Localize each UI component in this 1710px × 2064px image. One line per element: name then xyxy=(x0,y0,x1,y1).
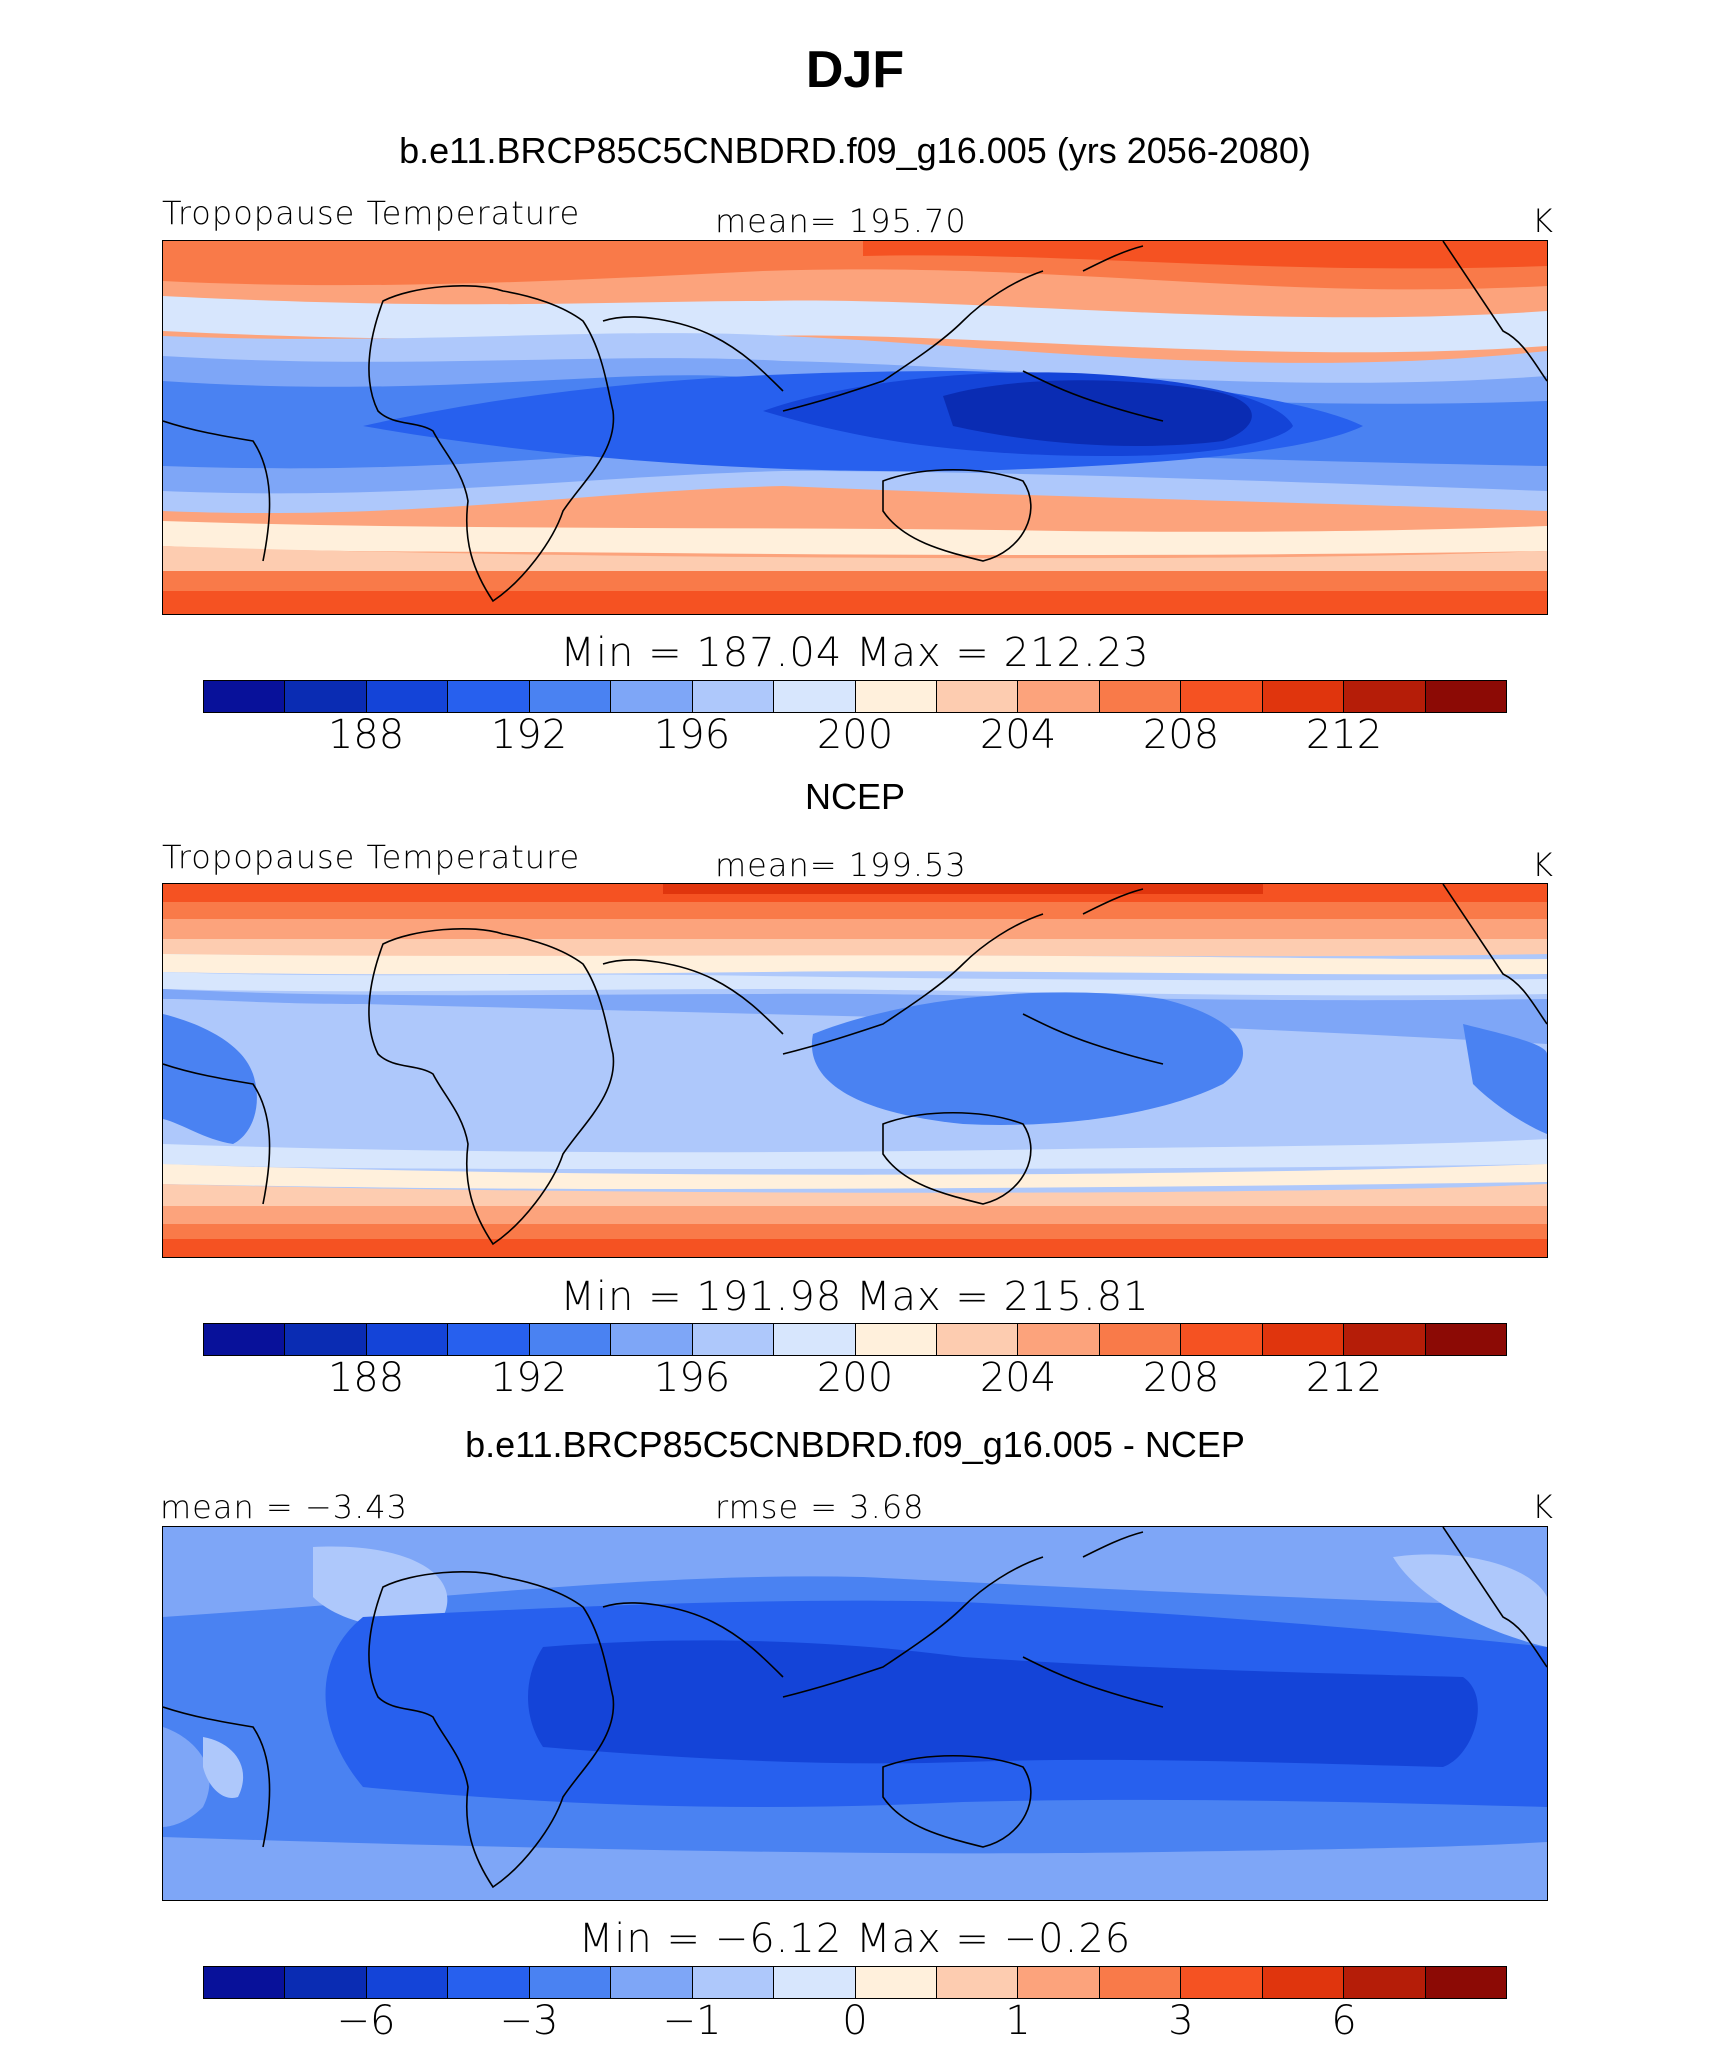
panel-2-tick: 212 xyxy=(1305,1355,1383,1401)
colorbar-swatch xyxy=(1018,681,1100,712)
panel-2-colorbar xyxy=(203,1323,1507,1356)
panel-1-tick: 188 xyxy=(327,712,405,758)
colorbar-swatch xyxy=(1425,1324,1506,1355)
colorbar-swatch xyxy=(611,681,693,712)
panel-1-min-max: Min = 187.04 Max = 212.23 xyxy=(560,630,1150,676)
colorbar-swatch xyxy=(1262,1967,1345,1998)
colorbar-swatch xyxy=(936,1324,1019,1355)
panel-3-title: b.e11.BRCP85C5CNBDRD.f09_g16.005 - NCEP xyxy=(465,1424,1245,1465)
colorbar-swatch xyxy=(1018,1324,1100,1355)
panel-2-title: NCEP xyxy=(804,776,906,817)
panel-1-colorbar xyxy=(203,680,1507,713)
panel-3-tick: −1 xyxy=(662,1998,722,2044)
panel-1-tick: 200 xyxy=(816,712,894,758)
colorbar-swatch xyxy=(855,1967,937,1998)
colorbar-swatch xyxy=(366,1324,449,1355)
panel-1-map-canvas xyxy=(163,241,1547,614)
panel-3-mean-label: mean = −3.43 xyxy=(160,1488,408,1526)
panel-2-map-canvas xyxy=(163,884,1547,1257)
panel-2-tick: 188 xyxy=(327,1355,405,1401)
panel-3-tick: 3 xyxy=(1168,1998,1194,2044)
colorbar-swatch xyxy=(692,681,775,712)
colorbar-swatch xyxy=(1262,1324,1345,1355)
panel-2-variable-label: Tropopause Temperature xyxy=(162,838,581,876)
panel-2-map xyxy=(162,883,1548,1258)
colorbar-swatch xyxy=(529,1967,612,1998)
panel-3-min-max: Min = −6.12 Max = −0.26 xyxy=(578,1916,1132,1962)
colorbar-swatch xyxy=(1099,1324,1182,1355)
panel-1-variable-label: Tropopause Temperature xyxy=(162,194,581,232)
panel-2-units-label: K xyxy=(1532,846,1554,884)
panel-3-rmse-label: rmse = 3.68 xyxy=(715,1488,925,1526)
colorbar-swatch xyxy=(1181,1324,1263,1355)
colorbar-swatch xyxy=(855,681,937,712)
colorbar-swatch xyxy=(1344,1967,1426,1998)
panel-1-tick: 204 xyxy=(979,712,1057,758)
panel-1-title: b.e11.BRCP85C5CNBDRD.f09_g16.005 (yrs 20… xyxy=(399,130,1311,171)
panel-3-tick: −6 xyxy=(336,1998,396,2044)
panel-1-mean-label: mean= 195.70 xyxy=(715,202,967,240)
colorbar-swatch xyxy=(692,1967,775,1998)
colorbar-swatch xyxy=(1344,1324,1426,1355)
colorbar-swatch xyxy=(448,681,530,712)
colorbar-swatch xyxy=(611,1967,693,1998)
panel-1-tick: 208 xyxy=(1142,712,1220,758)
colorbar-swatch xyxy=(448,1324,530,1355)
colorbar-swatch xyxy=(1018,1967,1100,1998)
colorbar-swatch xyxy=(774,681,856,712)
colorbar-swatch xyxy=(1262,681,1345,712)
colorbar-swatch xyxy=(774,1967,856,1998)
colorbar-swatch xyxy=(1425,681,1506,712)
panel-2-tick: 204 xyxy=(979,1355,1057,1401)
colorbar-swatch xyxy=(1425,1967,1506,1998)
colorbar-swatch xyxy=(285,1324,367,1355)
colorbar-swatch xyxy=(204,1967,286,1998)
colorbar-swatch xyxy=(529,681,612,712)
panel-1-units-label: K xyxy=(1532,202,1554,240)
colorbar-swatch xyxy=(692,1324,775,1355)
panel-2-tick: 196 xyxy=(653,1355,731,1401)
colorbar-swatch xyxy=(855,1324,937,1355)
colorbar-swatch xyxy=(204,681,286,712)
colorbar-swatch xyxy=(1181,681,1263,712)
colorbar-swatch xyxy=(1099,1967,1182,1998)
panel-3-tick: 1 xyxy=(1005,1998,1031,2044)
panel-2-tick: 192 xyxy=(490,1355,568,1401)
panel-3-colorbar xyxy=(203,1966,1507,1999)
panel-2-min-max: Min = 191.98 Max = 215.81 xyxy=(560,1274,1150,1320)
panel-2-tick: 200 xyxy=(816,1355,894,1401)
panel-3-tick: −3 xyxy=(499,1998,559,2044)
colorbar-swatch xyxy=(1181,1967,1263,1998)
colorbar-swatch xyxy=(204,1324,286,1355)
panel-2-mean-label: mean= 199.53 xyxy=(715,846,967,884)
colorbar-swatch xyxy=(1099,681,1182,712)
colorbar-swatch xyxy=(936,1967,1019,1998)
panel-1-tick: 192 xyxy=(490,712,568,758)
colorbar-swatch xyxy=(448,1967,530,1998)
panel-1-tick: 196 xyxy=(653,712,731,758)
panel-3-tick: 0 xyxy=(842,1998,868,2044)
panel-3-units-label: K xyxy=(1532,1488,1554,1526)
colorbar-swatch xyxy=(366,1967,449,1998)
figure-title: DJF xyxy=(805,41,905,99)
colorbar-swatch xyxy=(529,1324,612,1355)
colorbar-swatch xyxy=(936,681,1019,712)
colorbar-swatch xyxy=(285,1967,367,1998)
colorbar-swatch xyxy=(366,681,449,712)
colorbar-swatch xyxy=(774,1324,856,1355)
colorbar-swatch xyxy=(611,1324,693,1355)
colorbar-swatch xyxy=(285,681,367,712)
panel-3-map xyxy=(162,1526,1548,1901)
panel-3-tick: 6 xyxy=(1331,1998,1357,2044)
panel-3-map-canvas xyxy=(163,1527,1547,1900)
panel-1-tick: 212 xyxy=(1305,712,1383,758)
panel-2-tick: 208 xyxy=(1142,1355,1220,1401)
panel-1-map xyxy=(162,240,1548,615)
colorbar-swatch xyxy=(1344,681,1426,712)
